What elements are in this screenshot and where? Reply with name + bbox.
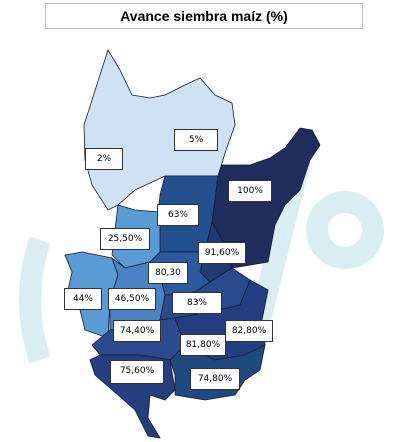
region-label: 44% bbox=[64, 288, 102, 310]
region-label: 100% bbox=[228, 180, 272, 202]
region-label: 74,80% bbox=[190, 368, 240, 390]
region-label: 2% bbox=[85, 148, 123, 170]
region-label: 80,30 bbox=[148, 262, 188, 284]
region bbox=[83, 49, 236, 211]
region-label: 5% bbox=[174, 129, 218, 151]
region-label: 74,40% bbox=[113, 320, 161, 342]
region-label: 91,60% bbox=[198, 242, 246, 264]
map-title: Avance siembra maíz (%) bbox=[45, 3, 363, 29]
region-label: 25,50% bbox=[100, 228, 150, 250]
region-label: 75,60% bbox=[110, 360, 164, 384]
region-label: 63% bbox=[157, 204, 199, 226]
region-label: 83% bbox=[172, 292, 222, 314]
region-label: 82,80% bbox=[225, 320, 273, 342]
region-label: 46,50% bbox=[108, 288, 156, 310]
region-label: 81,80% bbox=[180, 334, 226, 356]
